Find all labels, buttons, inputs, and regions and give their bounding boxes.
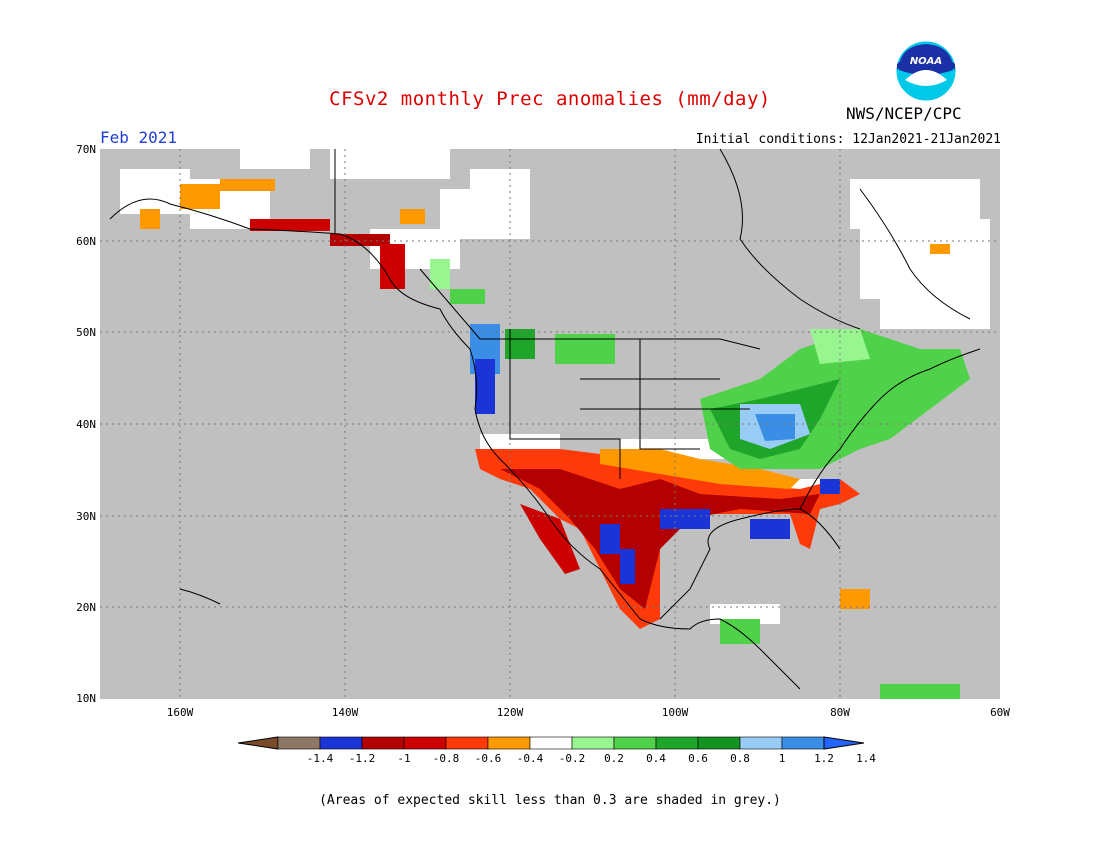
lat-label: 50N — [76, 326, 96, 339]
colorbar-swatch — [571, 736, 615, 750]
lat-label: 10N — [76, 692, 96, 705]
colorbar-label: 0.4 — [646, 752, 666, 765]
lat-label: 40N — [76, 418, 96, 431]
precip-anomaly-map — [100, 149, 1000, 699]
lon-label: 80W — [830, 706, 850, 719]
noaa-logo-text: NOAA — [910, 56, 942, 67]
colorbar-swatch — [277, 736, 321, 750]
wet-patches — [430, 259, 970, 699]
noaa-logo: NOAA — [895, 40, 957, 102]
colorbar-swatch — [781, 736, 825, 750]
lon-label: 160W — [166, 706, 194, 719]
graticule — [100, 149, 1000, 699]
footnote: (Areas of expected skill less than 0.3 a… — [319, 793, 781, 808]
lon-label: 60W — [990, 706, 1010, 719]
dry-patches — [140, 179, 950, 629]
colorbar-swatch — [361, 736, 405, 750]
lon-label: 140W — [331, 706, 359, 719]
colorbar-swatch — [319, 736, 363, 750]
colorbar-swatch — [655, 736, 699, 750]
colorbar-swatch — [739, 736, 783, 750]
lon-label: 100W — [661, 706, 689, 719]
colorbar — [238, 736, 864, 750]
colorbar-label: 1.2 — [814, 752, 834, 765]
colorbar-swatch — [487, 736, 531, 750]
lat-label: 20N — [76, 601, 96, 614]
colorbar-label: -0.8 — [432, 752, 460, 765]
colorbar-label: -0.6 — [474, 752, 502, 765]
forecast-month: Feb 2021 — [100, 128, 178, 147]
lat-label: 30N — [76, 510, 96, 523]
colorbar-label: 1 — [778, 752, 786, 765]
colorbar-label: 1.4 — [856, 752, 876, 765]
lat-label: 70N — [76, 143, 96, 156]
coastlines — [109, 149, 981, 690]
colorbar-arrow-high — [823, 736, 864, 750]
colorbar-label: -1 — [397, 752, 411, 765]
colorbar-swatch — [529, 736, 573, 750]
colorbar-label: 0.2 — [604, 752, 624, 765]
colorbar-label: -1.4 — [306, 752, 334, 765]
colorbar-label: 0.8 — [730, 752, 750, 765]
colorbar-label: -1.2 — [348, 752, 376, 765]
colorbar-swatch — [445, 736, 489, 750]
colorbar-label: 0.6 — [688, 752, 708, 765]
org-label: NWS/NCEP/CPC — [846, 104, 962, 123]
lon-label: 120W — [496, 706, 524, 719]
colorbar-swatch — [697, 736, 741, 750]
initial-conditions: Initial conditions: 12Jan2021-21Jan2021 — [695, 132, 1001, 147]
lat-label: 60N — [76, 235, 96, 248]
colorbar-label: -0.4 — [516, 752, 544, 765]
colorbar-arrow-low — [238, 736, 279, 750]
colorbar-label: -0.2 — [558, 752, 586, 765]
colorbar-swatch — [403, 736, 447, 750]
colorbar-swatch — [613, 736, 657, 750]
chart-title: CFSv2 monthly Prec anomalies (mm/day) — [329, 88, 771, 110]
